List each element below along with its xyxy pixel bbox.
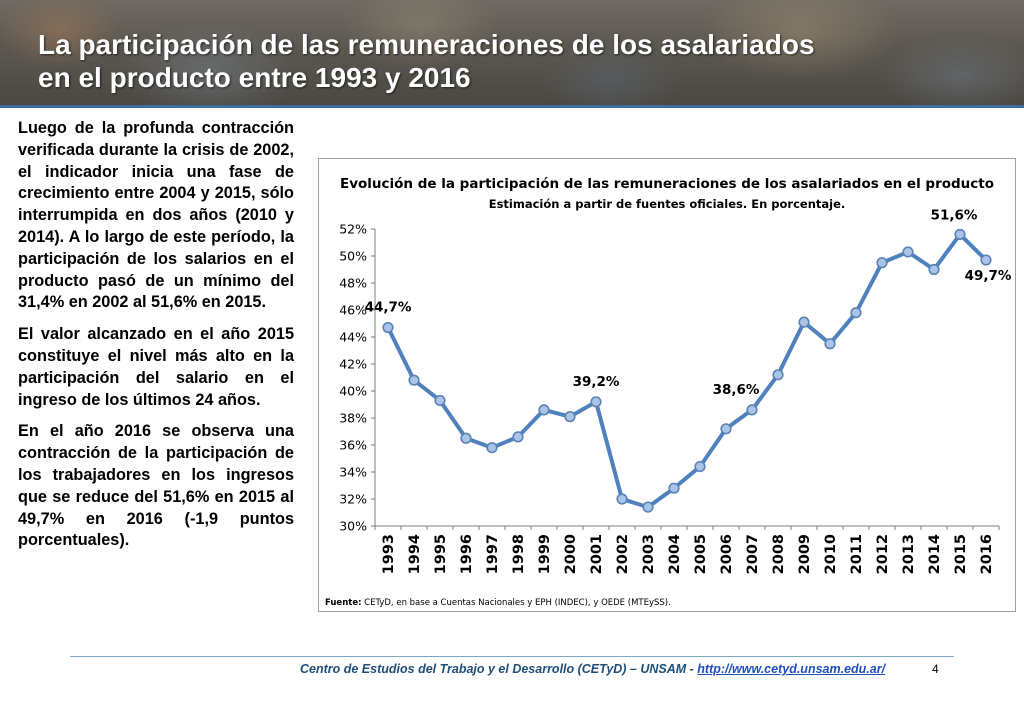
data-label: 38,6%: [713, 382, 760, 398]
x-tick-label: 2000: [563, 534, 579, 574]
x-tick-label: 1994: [407, 534, 423, 574]
x-tick-label: 2001: [589, 534, 605, 574]
paragraph-2: El valor alcanzado en el año 2015 consti…: [18, 325, 294, 409]
data-point: [564, 411, 576, 423]
x-tick-label: 2010: [823, 534, 839, 574]
body-text: Luego de la profunda contracción verific…: [18, 118, 294, 562]
y-tick-label: 36%: [339, 438, 367, 453]
y-tick-label: 30%: [339, 519, 367, 534]
chart-data-labels: 44,7% 39,2% 38,6% 51,6% 49,7%: [365, 207, 1012, 398]
x-tick-label: 1993: [381, 534, 397, 574]
page-number: 4: [932, 662, 939, 676]
footer: Centro de Estudios del Trabajo y el Desa…: [300, 662, 885, 676]
data-point: [668, 482, 680, 494]
chart-subtitle: Estimación a partir de fuentes oficiales…: [489, 197, 846, 211]
x-tick-label: 1996: [459, 534, 475, 574]
source-text: CETyD, en base a Cuentas Nacionales y EP…: [361, 598, 670, 608]
data-point: [824, 338, 836, 350]
data-point: [486, 442, 498, 454]
y-tick-label: 52%: [339, 222, 367, 237]
x-tick-label: 2003: [641, 534, 657, 574]
header-banner: La participación de las remuneraciones d…: [0, 0, 1024, 108]
banner-divider: [0, 105, 1024, 108]
slide-title-line-1: La participación de las remuneraciones d…: [38, 29, 815, 60]
data-point: [746, 404, 758, 416]
data-label: 49,7%: [965, 268, 1012, 284]
footer-divider: [70, 656, 954, 657]
data-point: [772, 369, 784, 381]
data-point: [798, 316, 810, 328]
slide-title-line-2: en el producto entre 1993 y 2016: [38, 62, 471, 93]
data-point: [460, 432, 472, 444]
y-tick-label: 44%: [339, 330, 367, 345]
x-tick-label: 2006: [719, 534, 735, 574]
y-tick-label: 32%: [339, 492, 367, 507]
data-point: [954, 228, 966, 240]
x-tick-label: 2004: [667, 534, 683, 574]
data-point: [538, 404, 550, 416]
slide-title: La participación de las remuneraciones d…: [38, 28, 998, 94]
x-tick-label: 2012: [875, 534, 891, 574]
data-point: [642, 501, 654, 513]
x-tick-label: 2005: [693, 534, 709, 574]
paragraph-1: Luego de la profunda contracción verific…: [18, 119, 294, 312]
x-tick-label: 2016: [979, 534, 995, 574]
paragraph-3: En el año 2016 se observa una contracció…: [18, 422, 294, 550]
y-tick-label: 38%: [339, 411, 367, 426]
banner-mural-background: [0, 0, 1024, 108]
x-tick-label: 2007: [745, 534, 761, 574]
data-label: 39,2%: [573, 374, 620, 390]
footer-link[interactable]: http://www.cetyd.unsam.edu.ar/: [697, 662, 886, 676]
x-tick-label: 1999: [537, 534, 553, 574]
x-tick-label: 1995: [433, 534, 449, 574]
data-point: [980, 254, 992, 266]
chart-title: Evolución de la participación de las rem…: [340, 176, 994, 192]
data-label: 44,7%: [365, 300, 412, 316]
y-tick-label: 50%: [339, 249, 367, 264]
footer-text: Centro de Estudios del Trabajo y el Desa…: [300, 662, 698, 676]
data-point: [616, 493, 628, 505]
data-point: [590, 396, 602, 408]
chart-source: Fuente: CETyD, en base a Cuentas Naciona…: [325, 598, 671, 608]
data-point: [876, 257, 888, 269]
chart-axes: 52% 50% 48% 46% 44% 42% 40% 38% 36% 34% 32% 30% 1993…: [339, 222, 1000, 574]
x-tick-label: 2015: [953, 534, 969, 574]
y-tick-label: 46%: [339, 303, 367, 318]
x-tick-label: 2011: [849, 534, 865, 574]
data-point: [720, 423, 732, 435]
y-tick-label: 48%: [339, 276, 367, 291]
data-point: [434, 394, 446, 407]
data-label: 51,6%: [931, 207, 978, 223]
source-label: Fuente:: [325, 598, 361, 608]
y-tick-label: 34%: [339, 465, 367, 480]
chart-svg: Evolución de la participación de las rem…: [325, 176, 1012, 608]
data-point: [902, 246, 914, 258]
x-tick-label: 2002: [615, 534, 631, 574]
x-tick-label: 2009: [797, 534, 813, 574]
x-tick-label: 1998: [511, 534, 527, 574]
y-tick-label: 42%: [339, 357, 367, 372]
data-point: [512, 431, 524, 443]
x-tick-label: 2013: [901, 534, 917, 574]
y-tick-label: 40%: [339, 384, 367, 399]
line-chart: Evolución de la participación de las rem…: [318, 158, 1016, 612]
data-point: [408, 374, 420, 386]
data-point: [382, 321, 394, 334]
x-tick-label: 2014: [927, 534, 943, 574]
series-line: [386, 232, 988, 510]
chart-series: [382, 228, 992, 513]
data-point: [850, 307, 862, 319]
data-point: [694, 461, 706, 473]
data-point: [928, 263, 940, 276]
x-tick-label: 2008: [771, 534, 787, 574]
x-tick-label: 1997: [485, 534, 501, 574]
